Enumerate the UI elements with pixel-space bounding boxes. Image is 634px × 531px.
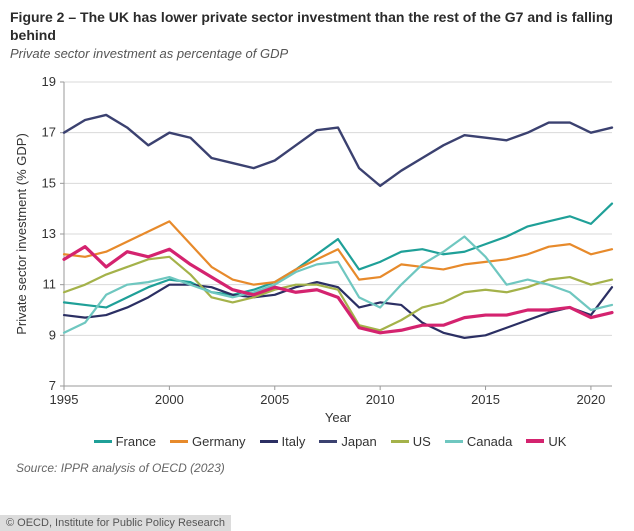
- legend-swatch: [391, 440, 409, 443]
- legend-item-germany: Germany: [170, 434, 245, 449]
- figure-container: Figure 2 – The UK has lower private sect…: [0, 0, 634, 531]
- legend: France Germany Italy Japan US Canada UK: [50, 428, 610, 449]
- legend-item-france: France: [94, 434, 156, 449]
- legend-swatch: [526, 439, 544, 443]
- y-tick-label: 15: [42, 175, 56, 190]
- legend-item-italy: Italy: [260, 434, 306, 449]
- credit-bar: © OECD, Institute for Public Policy Rese…: [0, 515, 231, 531]
- line-chart-svg: 7 9 11 13 15 17 19 1995 2000 2005 2010 2015 2020 Year…: [10, 68, 624, 428]
- x-tick-label: 1995: [50, 392, 79, 407]
- legend-item-japan: Japan: [319, 434, 376, 449]
- y-tick-label: 17: [42, 125, 56, 140]
- source-text: Source: IPPR analysis of OECD (2023): [10, 461, 624, 475]
- legend-label: France: [116, 434, 156, 449]
- y-tick-label: 13: [42, 226, 56, 241]
- legend-label: US: [413, 434, 431, 449]
- y-axis-label: Private sector investment (% GDP): [14, 133, 29, 335]
- x-tick-label: 2020: [576, 392, 605, 407]
- legend-label: Italy: [282, 434, 306, 449]
- legend-swatch: [94, 440, 112, 443]
- legend-label: Canada: [467, 434, 513, 449]
- x-tick-label: 2000: [155, 392, 184, 407]
- y-tick-label: 19: [42, 74, 56, 89]
- legend-label: Germany: [192, 434, 245, 449]
- legend-label: Japan: [341, 434, 376, 449]
- legend-item-us: US: [391, 434, 431, 449]
- legend-swatch: [170, 440, 188, 443]
- x-axis-label: Year: [325, 410, 352, 425]
- y-tick-label: 11: [43, 277, 57, 292]
- x-tick-label: 2010: [366, 392, 395, 407]
- y-tick-label: 7: [49, 378, 56, 393]
- legend-label: UK: [548, 434, 566, 449]
- x-tick-label: 2005: [260, 392, 289, 407]
- legend-swatch: [260, 440, 278, 443]
- y-tick-label: 9: [49, 327, 56, 342]
- chart-area: 7 9 11 13 15 17 19 1995 2000 2005 2010 2015 2020 Year…: [10, 68, 624, 428]
- legend-swatch: [319, 440, 337, 443]
- figure-subtitle: Private sector investment as percentage …: [10, 46, 624, 62]
- figure-title: Figure 2 – The UK has lower private sect…: [10, 8, 624, 44]
- legend-item-uk: UK: [526, 434, 566, 449]
- legend-item-canada: Canada: [445, 434, 513, 449]
- legend-swatch: [445, 440, 463, 443]
- x-tick-label: 2015: [471, 392, 500, 407]
